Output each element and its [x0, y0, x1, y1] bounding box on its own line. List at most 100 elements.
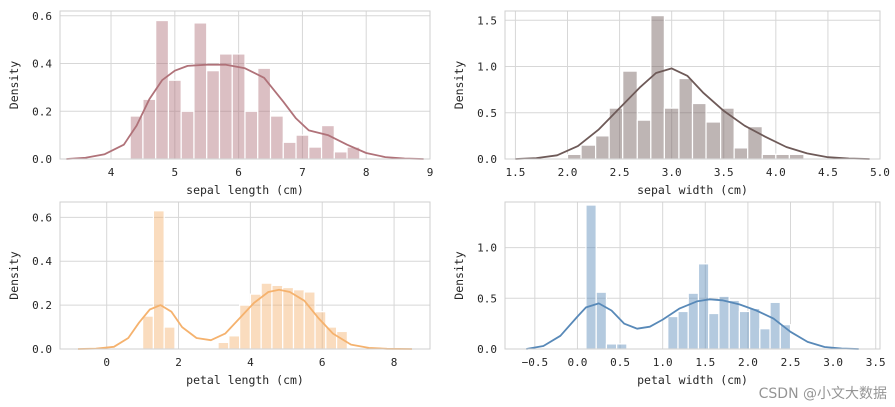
histogram-bar — [678, 77, 694, 160]
x-tick-label: 8 — [391, 356, 398, 369]
plot-frame — [59, 201, 431, 350]
x-axis-label: sepal length (cm) — [186, 183, 304, 197]
histogram-bar — [622, 70, 638, 160]
y-axis-label: Density — [7, 61, 21, 110]
x-tick-label: 6 — [235, 166, 242, 179]
histogram-bar — [295, 134, 310, 160]
histogram-bar — [775, 153, 790, 160]
histogram-bar — [749, 307, 761, 350]
histogram-bar — [282, 286, 295, 350]
histogram-bar — [595, 291, 608, 350]
y-tick-label: 0.0 — [477, 343, 497, 356]
histogram-bar — [244, 110, 259, 160]
y-tick-label: 0.5 — [477, 292, 497, 305]
subplot-1: 4 5 6 7 8 9 0.0 0.2 0.4 0.6 sepal length (cm) Densi… — [7, 10, 433, 197]
y-tick-label: 0.6 — [32, 211, 52, 224]
histogram-bar — [677, 310, 689, 350]
x-tick-label: 2.0 — [558, 166, 578, 179]
histogram-bar — [193, 22, 208, 160]
x-tick-label: 4.5 — [818, 166, 838, 179]
y-tick-label: 0.4 — [32, 255, 52, 268]
kde-curve — [526, 298, 859, 350]
plot-area — [505, 202, 880, 349]
x-tick-label: 2 — [175, 356, 182, 369]
y-tick-label: 0.4 — [32, 58, 52, 71]
y-axis-label: Density — [452, 61, 466, 110]
subplot-3: 0 2 4 6 8 0.0 0.2 0.4 0.6 petal length (cm) Densit… — [7, 201, 431, 387]
plot-frame — [504, 10, 881, 160]
histogram-bar — [761, 153, 777, 160]
histogram-bar — [282, 141, 297, 160]
histogram-bar — [325, 326, 338, 350]
histogram-bar — [663, 107, 680, 160]
kde-curve — [77, 288, 413, 350]
histogram-bar — [269, 115, 284, 160]
subplot-4: −0.5 0.0 0.5 1.0 1.5 2.0 2.5 3.0 3.5 0.0 0.5 1.0 pet… — [452, 201, 886, 387]
plot-frame — [504, 201, 881, 350]
x-tick-label: 6 — [319, 356, 326, 369]
histogram-bar — [733, 147, 749, 160]
y-tick-label: 0.5 — [477, 107, 497, 120]
histogram-bar — [303, 291, 316, 350]
x-tick-label: 1.5 — [695, 356, 715, 369]
y-tick-label: 0.6 — [32, 10, 52, 23]
plot-frame — [59, 10, 431, 160]
histogram-bar — [580, 144, 597, 160]
histogram-bar — [308, 146, 323, 160]
x-tick-label: 2.5 — [610, 166, 630, 179]
x-tick-label: 1.5 — [505, 166, 525, 179]
y-axis-label: Density — [452, 251, 466, 300]
x-axis-label: petal length (cm) — [186, 373, 304, 387]
histogram-bar — [163, 326, 176, 350]
x-tick-label: 0 — [103, 356, 110, 369]
histogram-bar — [228, 335, 241, 350]
x-tick-label: 9 — [427, 166, 434, 179]
histogram-bar — [769, 301, 781, 350]
x-tick-label: 3.0 — [662, 166, 682, 179]
histogram-bar — [650, 15, 665, 160]
histogram-bar — [708, 312, 720, 350]
y-tick-label: 0.0 — [32, 343, 52, 356]
histogram-bar — [691, 102, 707, 160]
histogram-bar — [788, 153, 805, 160]
x-tick-label: 5.0 — [870, 166, 890, 179]
histogram-bar — [616, 343, 628, 350]
x-tick-label: 4.0 — [766, 166, 786, 179]
kde-curve — [515, 67, 870, 160]
watermark: CSDN @小文大数据 — [758, 386, 887, 402]
histogram-bar — [738, 310, 751, 350]
x-tick-label: 1.0 — [653, 356, 673, 369]
histogram-bar — [167, 79, 182, 160]
plot-area — [60, 202, 430, 349]
y-tick-label: 1.0 — [477, 242, 497, 255]
y-tick-label: 1.0 — [477, 61, 497, 74]
histogram-bar — [585, 204, 597, 350]
histogram-bar — [595, 135, 610, 160]
y-tick-label: 1.5 — [477, 14, 497, 27]
x-tick-label: 0.0 — [568, 356, 588, 369]
histogram-bar — [697, 263, 710, 350]
histogram-bar — [292, 289, 305, 350]
histogram-bar — [636, 119, 652, 160]
x-tick-label: 3.5 — [714, 166, 734, 179]
histogram-bar — [180, 110, 195, 160]
histogram-bar — [206, 70, 221, 160]
histogram-bar — [759, 328, 771, 350]
y-tick-label: 0.2 — [32, 299, 52, 312]
histogram-bar — [231, 53, 246, 160]
x-tick-label: 3.0 — [823, 356, 843, 369]
y-tick-label: 0.0 — [477, 153, 497, 166]
histogram-bar — [271, 284, 284, 350]
histogram-bar — [152, 210, 165, 350]
histogram-bar — [155, 19, 170, 160]
x-tick-label: −0.5 — [522, 356, 549, 369]
x-axis-label: sepal width (cm) — [637, 183, 748, 197]
y-tick-label: 0.2 — [32, 105, 52, 118]
x-tick-label: 3.5 — [866, 356, 886, 369]
histogram-bar — [566, 153, 582, 160]
x-tick-label: 2.5 — [781, 356, 801, 369]
histogram-bar — [718, 295, 730, 350]
x-tick-label: 0.5 — [610, 356, 630, 369]
histogram-bar — [728, 299, 740, 350]
